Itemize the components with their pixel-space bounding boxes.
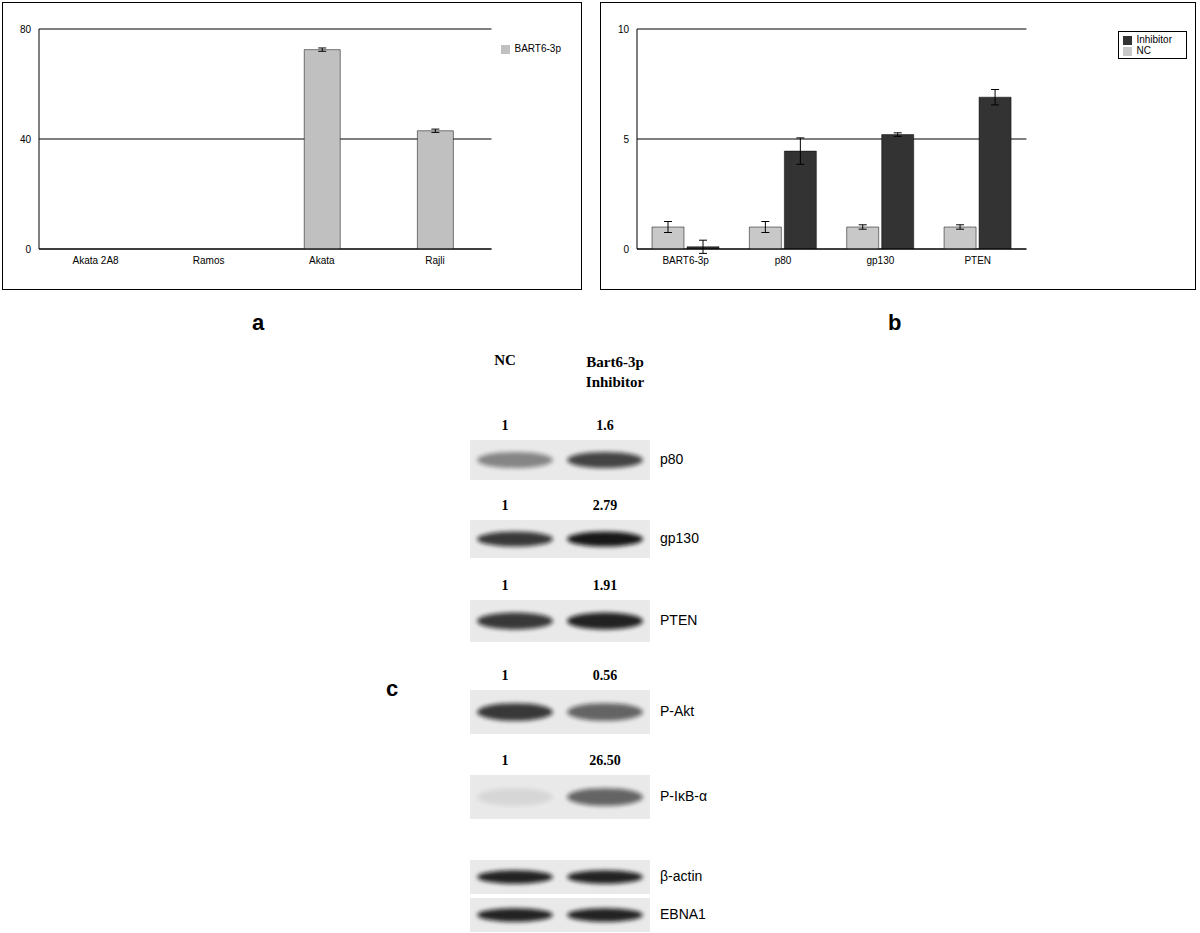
html-text:gp130: gp130 xyxy=(660,530,699,546)
html-text:β-actin: β-actin xyxy=(660,868,703,884)
html-text:2.79: 2.79 xyxy=(592,498,618,513)
html-text:Bart6-3p Inhibitor: Bart6-3p Inhibitor xyxy=(585,354,645,390)
svg-text:80: 80 xyxy=(20,24,32,35)
html-text:1.91: 1.91 xyxy=(592,578,618,593)
html-text:c: c xyxy=(386,676,399,701)
html-text:1: 1 xyxy=(501,498,509,513)
svg-text:PTEN: PTEN xyxy=(964,255,991,266)
html-text:NC: NC xyxy=(1136,45,1151,56)
svg-text:0: 0 xyxy=(25,244,31,255)
html-text:Inhibitor: Inhibitor xyxy=(1136,34,1172,45)
html-text:P-IκB-α: P-IκB-α xyxy=(660,788,707,804)
html-text:1: 1 xyxy=(501,753,509,768)
html-text:26.50: 26.50 xyxy=(589,753,621,768)
html-text:1: 1 xyxy=(501,668,509,683)
svg-text:Akata 2A8: Akata 2A8 xyxy=(72,255,119,266)
svg-text:Akata: Akata xyxy=(309,255,335,266)
svg-text:40: 40 xyxy=(20,134,32,145)
svg-text:Ramos: Ramos xyxy=(193,255,225,266)
html-text:1.6: 1.6 xyxy=(596,418,614,433)
html-text:p80: p80 xyxy=(660,451,684,467)
html-text:EBNA1: EBNA1 xyxy=(660,906,706,922)
html-text:a: a xyxy=(252,310,265,335)
html-text:1: 1 xyxy=(501,418,509,433)
svg-text:Rajli: Rajli xyxy=(425,255,444,266)
svg-text:p80: p80 xyxy=(775,255,792,266)
svg-text:5: 5 xyxy=(623,134,629,145)
svg-text:10: 10 xyxy=(618,24,630,35)
html-text:b: b xyxy=(888,310,902,335)
html-text:P-Akt: P-Akt xyxy=(660,703,695,719)
html-text:1: 1 xyxy=(501,578,509,593)
html-text:0.56: 0.56 xyxy=(592,668,618,683)
html-text:PTEN: PTEN xyxy=(660,612,698,628)
svg-text:gp130: gp130 xyxy=(866,255,894,266)
svg-text:0: 0 xyxy=(623,244,629,255)
svg-text:BART6-3p: BART6-3p xyxy=(662,255,709,266)
html-text:BART6-3p: BART6-3p xyxy=(514,43,561,54)
html-text:NC: NC xyxy=(494,352,516,368)
